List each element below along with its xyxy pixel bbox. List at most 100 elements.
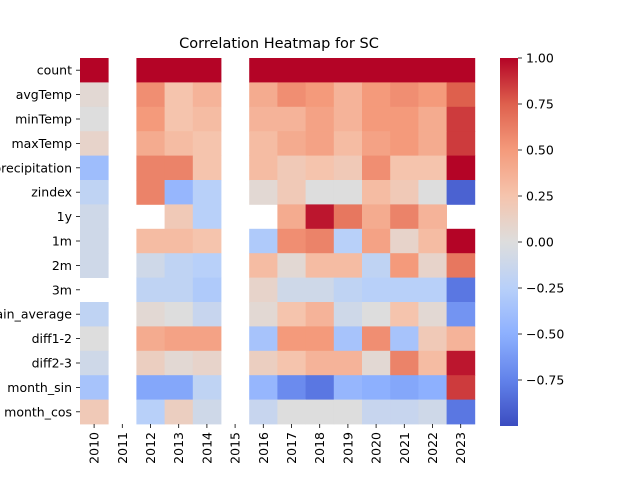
x-tick-label: 2019 xyxy=(340,432,355,464)
heatmap-cell-count-2021 xyxy=(390,58,419,83)
heatmap-cell-minTemp-2023 xyxy=(446,106,476,132)
heatmap-cell-minTemp-2013 xyxy=(164,106,194,132)
heatmap-cell-diff1-2-2023 xyxy=(446,326,476,352)
heatmap-cell-diff1-2-2013 xyxy=(164,326,194,352)
heatmap-cell-month_sin-2013 xyxy=(164,375,194,400)
heatmap-cell-rain_average-2023 xyxy=(446,302,476,327)
heatmap-cell-count-2022 xyxy=(418,58,447,83)
heatmap-cell-zindex-2012 xyxy=(136,180,165,205)
heatmap-cell-count-2013 xyxy=(164,58,194,83)
heatmap-cell-1m-2016 xyxy=(249,228,278,254)
heatmap-cell-precipitation-2019 xyxy=(333,155,363,181)
heatmap-cell-zindex-2019 xyxy=(333,180,363,205)
heatmap-cell-zindex-2021 xyxy=(390,180,419,205)
heatmap-cell-rain_average-2018 xyxy=(305,302,335,327)
heatmap-cell-rain_average-2021 xyxy=(390,302,419,327)
heatmap-cell-avgTemp-2023 xyxy=(446,82,476,108)
heatmap-cell-minTemp-2016 xyxy=(249,106,278,132)
x-tick-label: 2010 xyxy=(87,432,102,464)
heatmap-cell-zindex-2010 xyxy=(80,180,109,205)
heatmap-cell-diff1-2-2019 xyxy=(333,326,363,352)
x-tick-label: 2017 xyxy=(284,432,299,464)
heatmap-cell-maxTemp-2019 xyxy=(333,131,363,156)
heatmap-cell-month_sin-2016 xyxy=(249,375,278,400)
heatmap-cell-diff2-3-2022 xyxy=(418,350,447,376)
heatmap-cell-zindex-2016 xyxy=(249,180,278,205)
colorbar: −0.75 −0.50 −0.25 0.00 0.25 0.50 0.75 1.00 xyxy=(500,51,564,426)
heatmap-cell-maxTemp-2010 xyxy=(80,131,109,156)
heatmap-cell-count-2020 xyxy=(362,58,391,83)
heatmap-cell-rain_average-2014 xyxy=(192,302,222,327)
heatmap-cell-minTemp-2018 xyxy=(305,106,335,132)
y-tick-label: 2m xyxy=(52,258,72,273)
y-tick-label: maxTemp xyxy=(11,136,72,151)
heatmap-cell-maxTemp-2012 xyxy=(136,131,165,156)
heatmap-cell-1y-2013 xyxy=(164,204,194,230)
heatmap-cell-rain_average-2010 xyxy=(80,302,109,327)
heatmap-cell-zindex-2014 xyxy=(192,180,222,205)
y-tick-label: month_sin xyxy=(7,380,72,395)
heatmap-cell-diff2-3-2017 xyxy=(277,350,306,376)
heatmap-cell-avgTemp-2016 xyxy=(249,82,278,108)
heatmap-cell-month_cos-2018 xyxy=(305,399,335,425)
heatmap-cell-2m-2020 xyxy=(362,253,391,278)
heatmap-cell-precipitation-2010 xyxy=(80,155,109,181)
heatmap-cell-2m-2017 xyxy=(277,253,306,278)
heatmap-cell-3m-2021 xyxy=(390,277,419,303)
heatmap-cell-1m-2023 xyxy=(446,228,476,254)
heatmap-cell-1m-2017 xyxy=(277,228,306,254)
heatmap-cell-minTemp-2021 xyxy=(390,106,419,132)
heatmap-cell-precipitation-2020 xyxy=(362,155,391,181)
heatmap-cell-1m-2019 xyxy=(333,228,363,254)
heatmap-cell-diff2-3-2023 xyxy=(446,350,476,376)
heatmap-cell-2m-2021 xyxy=(390,253,419,278)
x-tick-label: 2018 xyxy=(312,432,327,464)
heatmap-cell-avgTemp-2013 xyxy=(164,82,194,108)
heatmap-cell-diff2-3-2019 xyxy=(333,350,363,376)
colorbar-tick-label: 0.00 xyxy=(526,235,554,250)
heatmap-cell-precipitation-2021 xyxy=(390,155,419,181)
heatmap-cell-month_sin-2014 xyxy=(192,375,222,400)
colorbar-tick-label: −0.50 xyxy=(526,327,564,342)
heatmap-cell-month_cos-2017 xyxy=(277,399,306,425)
heatmap-cell-diff2-3-2013 xyxy=(164,350,194,376)
heatmap-cell-avgTemp-2018 xyxy=(305,82,335,108)
heatmap-cell-month_sin-2020 xyxy=(362,375,391,400)
heatmap-cell-count-2017 xyxy=(277,58,306,83)
heatmap-cell-diff2-3-2012 xyxy=(136,350,165,376)
heatmap-cell-diff1-2-2018 xyxy=(305,326,335,352)
heatmap-cell-avgTemp-2022 xyxy=(418,82,447,108)
heatmap-cell-month_sin-2023 xyxy=(446,375,476,400)
heatmap-cell-maxTemp-2021 xyxy=(390,131,419,156)
heatmap-cells xyxy=(80,58,476,425)
heatmap-cell-month_cos-2012 xyxy=(136,399,165,425)
heatmap-cell-1m-2012 xyxy=(136,228,165,254)
heatmap-cell-diff1-2-2020 xyxy=(362,326,391,352)
heatmap-cell-3m-2019 xyxy=(333,277,363,303)
heatmap-cell-1y-2019 xyxy=(333,204,363,230)
heatmap-cell-1m-2022 xyxy=(418,228,447,254)
x-tick-label: 2023 xyxy=(453,432,468,464)
y-tick-label: month_cos xyxy=(4,404,72,419)
heatmap-cell-1y-2020 xyxy=(362,204,391,230)
x-tick-label: 2013 xyxy=(171,432,186,464)
heatmap-cell-3m-2017 xyxy=(277,277,306,303)
heatmap-cell-diff1-2-2010 xyxy=(80,326,109,352)
heatmap-cell-rain_average-2020 xyxy=(362,302,391,327)
heatmap-cell-precipitation-2017 xyxy=(277,155,306,181)
heatmap-cell-avgTemp-2012 xyxy=(136,82,165,108)
heatmap-cell-diff1-2-2012 xyxy=(136,326,165,352)
heatmap-cell-2m-2022 xyxy=(418,253,447,278)
heatmap-cell-2m-2010 xyxy=(80,253,109,278)
heatmap-cell-maxTemp-2013 xyxy=(164,131,194,156)
y-tick-label: 1m xyxy=(52,234,72,249)
heatmap-cell-minTemp-2020 xyxy=(362,106,391,132)
y-tick-label: count xyxy=(37,63,72,78)
heatmap-cell-avgTemp-2017 xyxy=(277,82,306,108)
heatmap-cell-month_sin-2019 xyxy=(333,375,363,400)
colorbar-tick-label: 1.00 xyxy=(526,51,554,66)
heatmap-cell-avgTemp-2020 xyxy=(362,82,391,108)
heatmap-cell-month_cos-2013 xyxy=(164,399,194,425)
heatmap-cell-diff2-3-2020 xyxy=(362,350,391,376)
heatmap-cell-3m-2016 xyxy=(249,277,278,303)
